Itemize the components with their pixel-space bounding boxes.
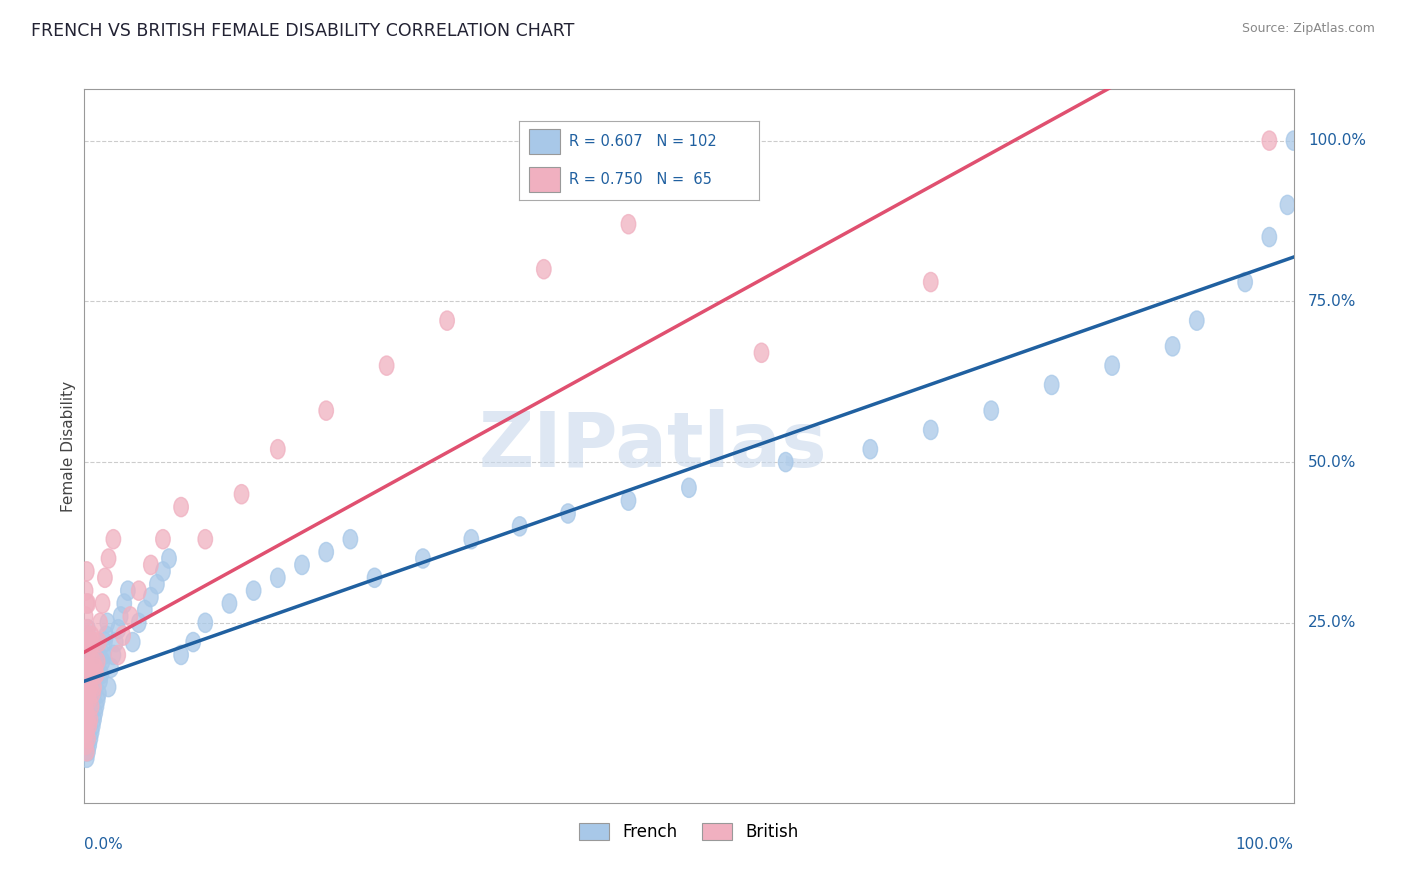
Text: R = 0.607   N = 102: R = 0.607 N = 102 <box>569 134 717 149</box>
FancyBboxPatch shape <box>529 167 560 192</box>
Text: ZIPatlas: ZIPatlas <box>478 409 827 483</box>
Text: 100.0%: 100.0% <box>1308 133 1367 148</box>
Text: R = 0.750   N =  65: R = 0.750 N = 65 <box>569 172 713 186</box>
Text: 0.0%: 0.0% <box>84 837 124 852</box>
Text: FRENCH VS BRITISH FEMALE DISABILITY CORRELATION CHART: FRENCH VS BRITISH FEMALE DISABILITY CORR… <box>31 22 574 40</box>
Text: 75.0%: 75.0% <box>1308 293 1357 309</box>
Text: 100.0%: 100.0% <box>1236 837 1294 852</box>
FancyBboxPatch shape <box>529 128 560 154</box>
Legend: French, British: French, British <box>572 816 806 848</box>
Text: Source: ZipAtlas.com: Source: ZipAtlas.com <box>1241 22 1375 36</box>
Text: 25.0%: 25.0% <box>1308 615 1357 631</box>
Y-axis label: Female Disability: Female Disability <box>60 380 76 512</box>
Text: 50.0%: 50.0% <box>1308 455 1357 469</box>
